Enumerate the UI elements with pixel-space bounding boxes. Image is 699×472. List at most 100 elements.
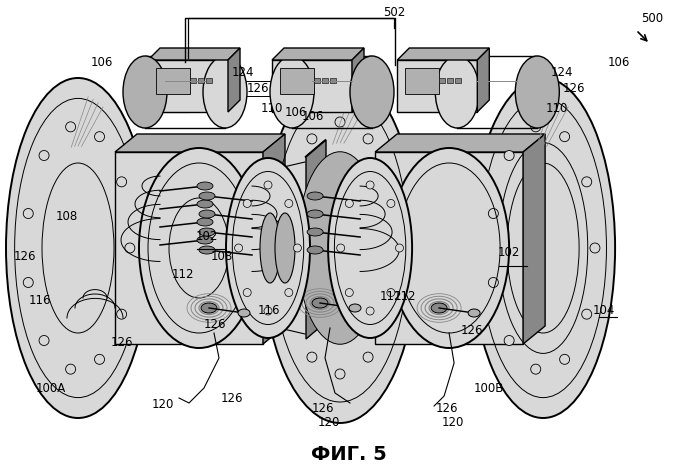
Polygon shape <box>397 60 477 112</box>
Text: 126: 126 <box>563 83 585 95</box>
Circle shape <box>560 132 570 142</box>
Circle shape <box>504 336 514 346</box>
Text: 106: 106 <box>608 56 630 68</box>
Ellipse shape <box>197 200 213 208</box>
Circle shape <box>243 200 251 208</box>
Bar <box>447 78 453 83</box>
Ellipse shape <box>431 303 447 313</box>
Ellipse shape <box>199 246 215 254</box>
Polygon shape <box>272 48 364 60</box>
Bar <box>455 78 461 83</box>
Circle shape <box>284 200 293 208</box>
Ellipse shape <box>260 213 280 283</box>
Circle shape <box>307 134 317 144</box>
Text: 126: 126 <box>461 323 483 337</box>
Circle shape <box>39 151 49 160</box>
Ellipse shape <box>307 246 323 254</box>
Circle shape <box>489 278 498 287</box>
Circle shape <box>582 309 592 319</box>
Polygon shape <box>148 48 240 60</box>
Text: 126: 126 <box>110 337 134 349</box>
Ellipse shape <box>199 228 215 236</box>
Text: 106: 106 <box>302 110 324 123</box>
Text: 102: 102 <box>498 246 520 260</box>
Circle shape <box>94 132 105 142</box>
Bar <box>280 68 314 94</box>
Polygon shape <box>148 60 228 112</box>
Bar <box>198 78 203 83</box>
Circle shape <box>94 354 105 364</box>
Polygon shape <box>477 48 489 112</box>
Circle shape <box>384 306 394 316</box>
Polygon shape <box>523 134 545 344</box>
Ellipse shape <box>349 304 361 312</box>
Ellipse shape <box>199 192 215 200</box>
Circle shape <box>307 352 317 362</box>
Polygon shape <box>305 140 326 157</box>
Circle shape <box>117 177 127 187</box>
Circle shape <box>287 306 296 316</box>
Ellipse shape <box>328 158 412 338</box>
Text: 100B: 100B <box>474 381 504 395</box>
Circle shape <box>590 243 600 253</box>
Circle shape <box>560 354 570 364</box>
Circle shape <box>489 209 498 219</box>
Ellipse shape <box>139 148 259 348</box>
Circle shape <box>531 364 541 374</box>
Polygon shape <box>115 152 263 344</box>
Ellipse shape <box>270 56 314 128</box>
Circle shape <box>363 352 373 362</box>
Text: 124: 124 <box>551 67 573 79</box>
Circle shape <box>294 244 301 252</box>
Text: 126: 126 <box>221 391 243 405</box>
Circle shape <box>391 243 401 253</box>
Text: 120: 120 <box>442 415 464 429</box>
Circle shape <box>531 122 541 132</box>
Polygon shape <box>397 48 489 60</box>
Text: 126: 126 <box>247 83 269 95</box>
Bar <box>405 68 439 94</box>
Polygon shape <box>305 157 306 339</box>
Text: 126: 126 <box>14 251 36 263</box>
Circle shape <box>66 364 75 374</box>
Ellipse shape <box>312 298 328 308</box>
Ellipse shape <box>6 78 150 418</box>
Text: 126: 126 <box>312 402 334 414</box>
Ellipse shape <box>435 56 480 128</box>
Text: 112: 112 <box>380 289 402 303</box>
Text: 124: 124 <box>232 67 254 79</box>
Ellipse shape <box>389 148 509 348</box>
Circle shape <box>264 307 272 315</box>
Bar <box>314 78 319 83</box>
Text: 116: 116 <box>29 294 51 306</box>
Circle shape <box>363 134 373 144</box>
Text: 104: 104 <box>593 303 615 317</box>
Text: 116: 116 <box>258 304 280 318</box>
Text: 100A: 100A <box>36 381 66 395</box>
Circle shape <box>345 200 353 208</box>
Ellipse shape <box>307 210 323 218</box>
Text: 102: 102 <box>196 229 218 243</box>
Polygon shape <box>306 140 326 339</box>
Ellipse shape <box>123 56 167 128</box>
Circle shape <box>337 244 345 252</box>
Bar <box>156 68 189 94</box>
Circle shape <box>504 151 514 160</box>
Ellipse shape <box>297 152 383 344</box>
Text: 112: 112 <box>394 289 416 303</box>
Ellipse shape <box>275 213 295 283</box>
Circle shape <box>366 181 374 189</box>
Circle shape <box>284 288 293 296</box>
Circle shape <box>366 307 374 315</box>
Ellipse shape <box>515 56 559 128</box>
Circle shape <box>335 117 345 127</box>
Text: 126: 126 <box>203 319 226 331</box>
Bar <box>189 78 196 83</box>
Circle shape <box>23 209 34 219</box>
Ellipse shape <box>199 210 215 218</box>
Ellipse shape <box>262 73 418 423</box>
Bar <box>439 78 445 83</box>
Ellipse shape <box>197 182 213 190</box>
Polygon shape <box>375 134 545 152</box>
Text: 112: 112 <box>172 269 194 281</box>
